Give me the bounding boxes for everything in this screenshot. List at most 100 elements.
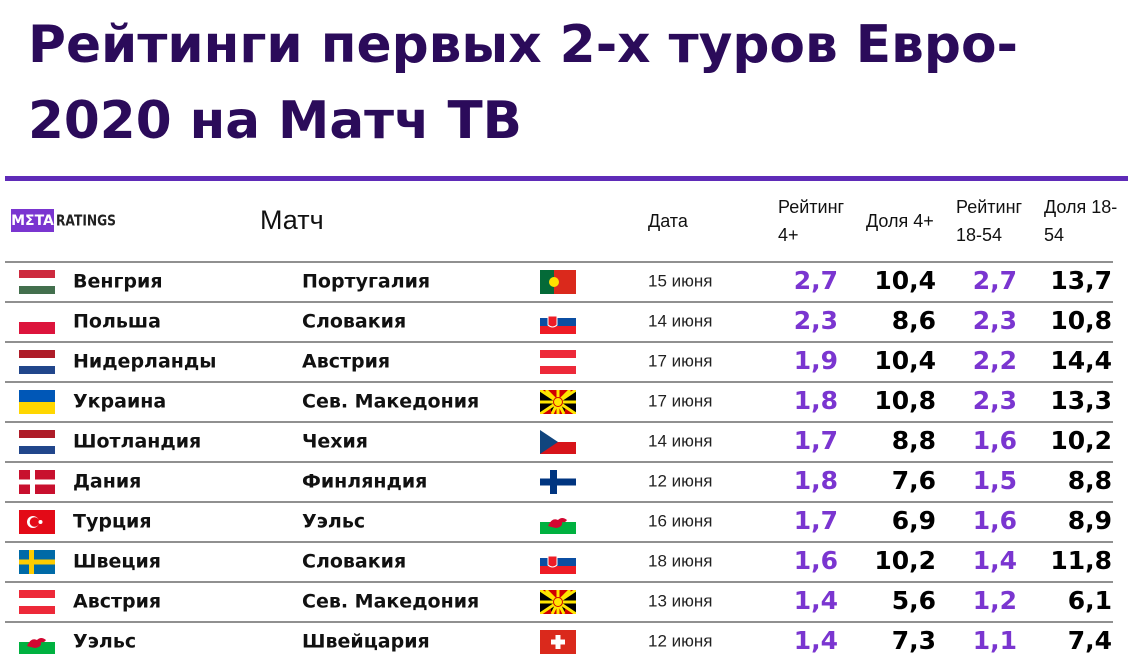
rating-cell: 10,4 xyxy=(874,346,936,375)
logo-text: RATINGS xyxy=(56,212,116,230)
team-away: Сев. Македония xyxy=(302,391,479,413)
column-header: 4+ xyxy=(778,225,799,245)
team-home: Шотландия xyxy=(73,431,201,453)
team-away: Португалия xyxy=(302,271,430,293)
column-header: Дата xyxy=(648,211,689,231)
team-home: Дания xyxy=(73,471,141,493)
rating-cell: 1,4 xyxy=(973,546,1017,575)
column-header: 54 xyxy=(1044,225,1064,245)
rating-cell: 1,8 xyxy=(794,386,838,415)
flag xyxy=(540,630,576,654)
team-away: Швейцария xyxy=(302,631,430,653)
rating-cell: 1,6 xyxy=(973,426,1017,455)
rating-cell: 2,3 xyxy=(794,306,838,335)
rating-cell: 13,7 xyxy=(1050,266,1112,295)
team-away: Финляндия xyxy=(302,471,427,493)
rating-cell: 1,6 xyxy=(794,546,838,575)
match-date: 14 июня xyxy=(648,311,712,330)
rating-cell: 10,2 xyxy=(1050,426,1112,455)
flag xyxy=(540,550,576,574)
table-body: Венгрия Португалия 15 июня 2,7 10,4 2,7 13,7 По… xyxy=(5,261,1113,655)
team-away: Словакия xyxy=(302,551,406,573)
column-header: Рейтинг xyxy=(956,197,1023,217)
column-header: Доля 4+ xyxy=(866,211,934,231)
team-home: Турция xyxy=(73,511,152,533)
flag xyxy=(540,310,576,334)
rating-cell: 10,2 xyxy=(874,546,936,575)
team-home: Украина xyxy=(73,391,166,413)
title-line: Рейтинги первых 2-х туров Евро- xyxy=(28,15,1018,75)
divider xyxy=(5,176,1128,181)
rating-cell: 1,7 xyxy=(794,506,838,535)
flag xyxy=(19,590,55,614)
logo-box-text: MΣTA xyxy=(11,213,54,229)
rating-cell: 7,3 xyxy=(892,626,936,655)
rating-cell: 1,1 xyxy=(973,626,1017,655)
rating-cell: 1,9 xyxy=(794,346,838,375)
rating-cell: 8,8 xyxy=(892,426,936,455)
match-date: 13 июня xyxy=(648,591,712,610)
column-header: 18-54 xyxy=(956,225,1002,245)
match-date: 17 июня xyxy=(648,351,712,370)
match-date: 12 июня xyxy=(648,471,712,490)
flag xyxy=(19,510,55,534)
rating-cell: 5,6 xyxy=(892,586,936,615)
column-header: Матч xyxy=(260,205,324,235)
rating-cell: 2,2 xyxy=(973,346,1017,375)
rating-cell: 10,8 xyxy=(1050,306,1112,335)
rating-cell: 7,6 xyxy=(892,466,936,495)
rating-cell: 14,4 xyxy=(1050,346,1112,375)
match-date: 15 июня xyxy=(648,271,712,290)
rating-cell: 10,4 xyxy=(874,266,936,295)
team-home: Венгрия xyxy=(73,271,163,293)
rating-cell: 6,9 xyxy=(892,506,936,535)
rating-cell: 1,4 xyxy=(794,626,838,655)
team-away: Чехия xyxy=(302,431,368,453)
team-away: Сев. Македония xyxy=(302,591,479,613)
flag xyxy=(19,390,55,414)
match-date: 12 июня xyxy=(648,631,712,650)
rating-cell: 11,8 xyxy=(1050,546,1112,575)
match-date: 17 июня xyxy=(648,391,712,410)
flag xyxy=(19,430,55,454)
flag xyxy=(540,590,576,614)
rating-cell: 2,3 xyxy=(973,306,1017,335)
rating-cell: 1,5 xyxy=(973,466,1017,495)
team-home: Польша xyxy=(73,311,161,333)
flag xyxy=(19,310,55,334)
match-date: 18 июня xyxy=(648,551,712,570)
rating-cell: 10,8 xyxy=(874,386,936,415)
flag xyxy=(19,270,55,294)
flag xyxy=(19,550,55,574)
flag xyxy=(540,270,576,294)
title-line: 2020 на Матч ТВ xyxy=(28,91,522,151)
team-away: Уэльс xyxy=(302,511,365,533)
team-home: Уэльс xyxy=(73,631,136,653)
logo-box xyxy=(11,209,54,232)
team-home: Швеция xyxy=(73,551,161,573)
rating-cell: 6,1 xyxy=(1068,586,1112,615)
flag xyxy=(19,630,55,654)
rating-cell: 2,7 xyxy=(973,266,1017,295)
rating-cell: 2,7 xyxy=(794,266,838,295)
flag xyxy=(540,390,576,414)
rating-cell: 8,6 xyxy=(892,306,936,335)
flag xyxy=(540,470,576,494)
rating-cell: 1,7 xyxy=(794,426,838,455)
match-date: 16 июня xyxy=(648,511,712,530)
flag xyxy=(19,470,55,494)
flag xyxy=(540,350,576,374)
column-header: Рейтинг xyxy=(778,197,845,217)
rating-cell: 7,4 xyxy=(1068,626,1112,655)
rating-cell: 1,8 xyxy=(794,466,838,495)
team-home: Австрия xyxy=(73,591,161,613)
flag xyxy=(540,510,576,534)
rating-cell: 8,9 xyxy=(1068,506,1112,535)
team-home: Нидерланды xyxy=(73,351,216,373)
rating-cell: 1,2 xyxy=(973,586,1017,615)
flag xyxy=(540,430,576,454)
flag xyxy=(19,350,55,374)
rating-cell: 1,4 xyxy=(794,586,838,615)
column-header: Доля 18- xyxy=(1044,197,1117,217)
team-away: Словакия xyxy=(302,311,406,333)
